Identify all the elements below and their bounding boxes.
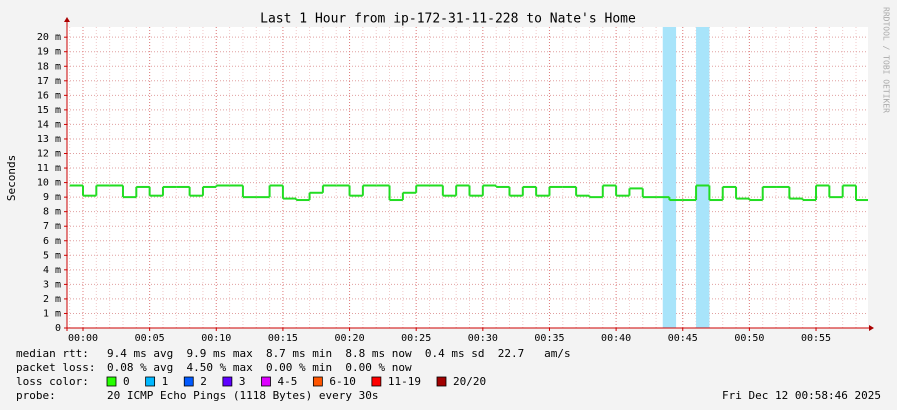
y-tick-label: 2 m <box>43 294 61 305</box>
legend: median rtt: 9.4 ms avg 9.9 ms max 8.7 ms … <box>16 347 881 402</box>
legend-label: packet loss: <box>16 361 95 374</box>
y-tick-label: 12 m <box>37 149 61 160</box>
y-tick-label: 14 m <box>37 119 61 130</box>
loss-swatch <box>222 376 233 387</box>
loss-swatch <box>436 376 447 387</box>
y-tick-label: 10 m <box>37 178 61 189</box>
y-tick-label: 7 m <box>43 221 61 232</box>
y-tick-label: 1 m <box>43 308 61 319</box>
y-tick-label: 8 m <box>43 207 61 218</box>
loss-swatch-label: 3 <box>239 375 246 388</box>
y-tick-label: 13 m <box>37 134 61 145</box>
loss-swatch-label: 1 <box>162 375 169 388</box>
y-tick-label: 17 m <box>37 76 61 87</box>
loss-swatch-label: 2 <box>200 375 207 388</box>
axes: 0 1 m 2 m 3 m 4 m 5 m 6 m 7 m 8 m 9 m 10 m 11 m 12 m… <box>37 17 874 344</box>
loss-swatch-label: 6-10 <box>329 375 356 388</box>
legend-label: median rtt: <box>16 347 89 360</box>
y-tick-label: 11 m <box>37 163 61 174</box>
x-tick-label: 00:25 <box>401 333 431 344</box>
x-tick-label: 00:55 <box>801 333 831 344</box>
timestamp: Fri Dec 12 00:58:46 2025 <box>722 389 881 402</box>
loss-swatch <box>183 376 194 387</box>
loss-band <box>662 27 677 328</box>
loss-swatch-label: 11-19 <box>388 375 421 388</box>
y-tick-label: 16 m <box>37 90 61 101</box>
loss-swatch <box>106 376 117 387</box>
legend-text: 9.4 ms avg 9.9 ms max 8.7 ms min 8.8 ms … <box>107 347 571 360</box>
chart-title: Last 1 Hour from ip-172-31-11-228 to Nat… <box>260 12 636 27</box>
y-tick-label: 20 m <box>37 32 61 43</box>
loss-band <box>696 27 710 328</box>
loss-swatch-label: 20/20 <box>453 375 486 388</box>
legend-label: loss color: <box>16 375 89 388</box>
legend-text: 0.08 % avg 4.50 % max 0.00 % min 0.00 % … <box>107 361 412 374</box>
loss-swatch-label: 4-5 <box>278 375 298 388</box>
y-tick-label: 6 m <box>43 236 61 247</box>
x-tick-label: 00:10 <box>201 333 231 344</box>
x-tick-label: 00:40 <box>601 333 631 344</box>
x-tick-label: 00:30 <box>468 333 498 344</box>
y-tick-label: 0 <box>55 323 61 334</box>
legend-label: probe: <box>16 389 56 402</box>
x-tick-label: 00:50 <box>734 333 764 344</box>
y-tick-label: 15 m <box>37 105 61 116</box>
y-tick-label: 4 m <box>43 265 61 276</box>
grid <box>67 27 868 329</box>
y-tick-label: 3 m <box>43 279 61 290</box>
x-tick-label: 00:45 <box>668 333 698 344</box>
loss-swatch-label: 0 <box>123 375 130 388</box>
x-tick-label: 00:05 <box>135 333 165 344</box>
x-arrow <box>869 325 874 331</box>
watermark: RRDTOOL / TOBI OETIKER <box>882 7 891 113</box>
loss-swatch <box>371 376 382 387</box>
loss-bands <box>662 27 710 328</box>
loss-swatch <box>261 376 271 387</box>
y-tick-label: 5 m <box>43 250 61 261</box>
lines <box>69 184 868 202</box>
plot-area <box>67 27 868 328</box>
y-tick-label: 19 m <box>37 47 61 58</box>
y-tick-label: 18 m <box>37 61 61 72</box>
y-tick-label: 9 m <box>43 192 61 203</box>
y-axis-label: Seconds <box>5 155 18 201</box>
loss-swatch <box>145 376 156 387</box>
x-tick-label: 00:00 <box>68 333 98 344</box>
x-tick-label: 00:20 <box>334 333 364 344</box>
x-tick-label: 00:35 <box>534 333 564 344</box>
loss-swatch <box>312 376 323 387</box>
y-arrow <box>64 17 70 22</box>
x-tick-label: 00:15 <box>268 333 298 344</box>
legend-text: 20 ICMP Echo Pings (1118 Bytes) every 30… <box>107 389 379 402</box>
